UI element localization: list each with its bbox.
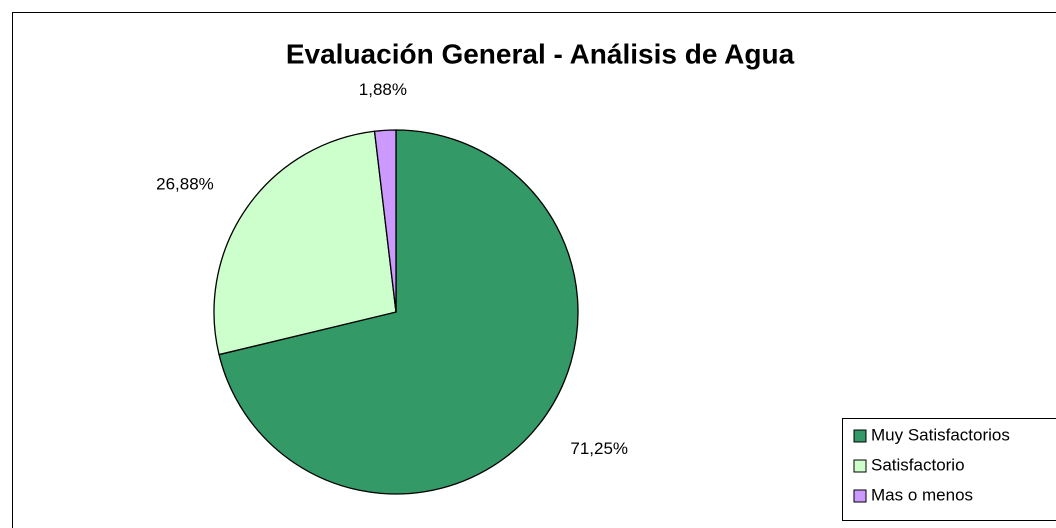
chart-title: Evaluación General - Análisis de Agua	[286, 38, 795, 69]
legend-box	[842, 418, 1056, 521]
data-label: 1,88%	[359, 80, 407, 99]
data-label: 71,25%	[570, 439, 628, 458]
pie-slice	[218, 129, 579, 495]
legend-swatch	[853, 459, 867, 473]
legend-label: Satisfactorio	[871, 455, 965, 474]
legend-label: Muy Satisfactorios	[871, 425, 1010, 444]
legend-swatch	[853, 429, 867, 443]
pie-slice	[213, 130, 397, 356]
legend-swatch	[853, 489, 867, 503]
data-label: 26,88%	[156, 175, 214, 194]
pie-slice	[373, 129, 397, 313]
legend-label: Mas o menos	[871, 485, 973, 504]
